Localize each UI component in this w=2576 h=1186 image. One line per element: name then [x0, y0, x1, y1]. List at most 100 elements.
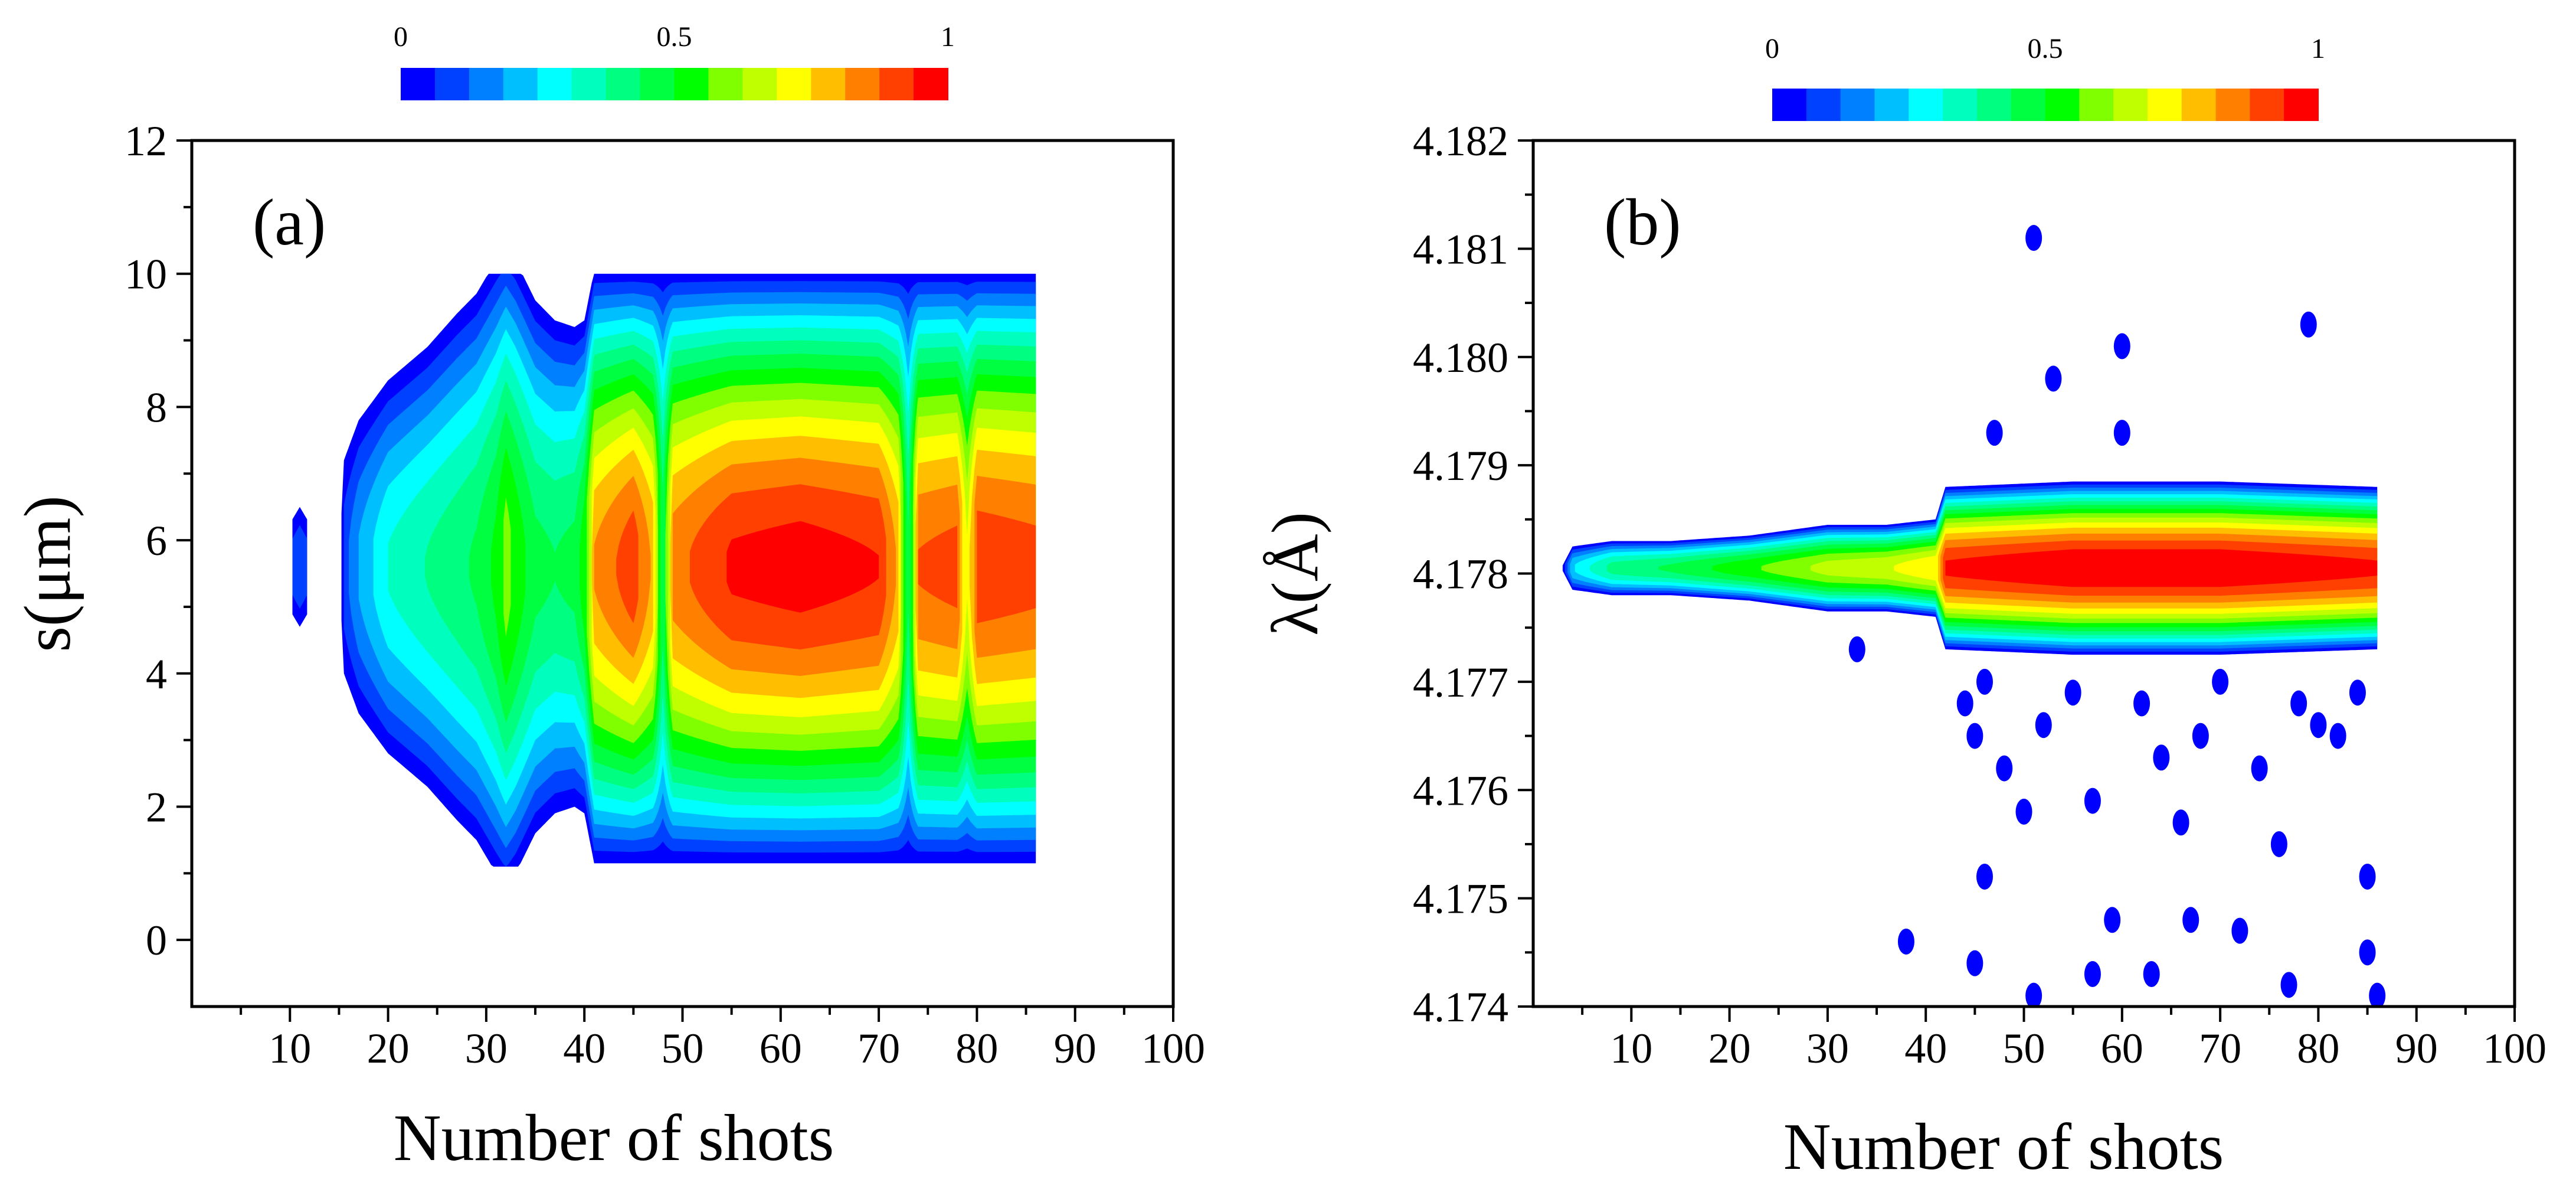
noise-patch	[2143, 960, 2160, 987]
x-tick-label: 40	[563, 1025, 605, 1072]
colorbar-swatch	[2250, 89, 2285, 121]
contour-band	[1945, 549, 2378, 587]
y-tick-labels-b: 4.174 4.175 4.176 4.177 4.178 4.179 4.180 4.181…	[1413, 117, 1508, 1031]
noise-patch	[2300, 311, 2317, 338]
x-tick-label: 20	[1708, 1025, 1751, 1072]
colorbar-label: 0	[1765, 33, 1779, 64]
noise-patch	[2133, 690, 2151, 717]
noise-patch	[2172, 809, 2189, 836]
noise-patch	[2035, 712, 2052, 739]
x-axis-title-b: Number of shots	[1783, 1110, 2224, 1184]
noise-patch	[2025, 225, 2043, 251]
x-tick-label: 30	[1806, 1025, 1849, 1072]
x-tick-label: 100	[2483, 1025, 2546, 1072]
colorbar-b	[1772, 89, 2319, 121]
y-tick-label: 4.179	[1413, 442, 1508, 489]
ticks-b	[1518, 139, 2516, 1022]
y-tick-label: 2	[146, 783, 167, 831]
noise-patch	[1897, 928, 1914, 955]
contour-band	[726, 521, 879, 613]
x-tick-label: 90	[2395, 1025, 2438, 1072]
colorbar-label: 1	[941, 21, 955, 53]
x-tick-label: 70	[857, 1025, 900, 1072]
y-tick-label: 4.175	[1413, 875, 1508, 923]
colorbar-swatch	[2215, 89, 2251, 121]
noise-patch	[2084, 788, 2101, 814]
noise-patch	[1996, 755, 2013, 782]
noise-patch	[2270, 831, 2287, 857]
x-tick-label: 90	[1054, 1025, 1096, 1072]
plot-area-b	[1562, 225, 2386, 1007]
colorbar-swatch	[742, 68, 778, 100]
colorbar-swatch	[914, 68, 948, 100]
y-tick-labels-a: 0 2 4 6 8 10 12	[125, 117, 167, 964]
colorbar-swatch	[2147, 89, 2182, 121]
x-tick-label: 20	[367, 1025, 410, 1072]
y-tick-label: 8	[146, 384, 167, 431]
noise-patch	[2251, 755, 2268, 782]
colorbar-swatch	[777, 68, 812, 100]
colorbar-swatch	[2284, 89, 2319, 121]
noise-patch	[2369, 982, 2386, 1007]
y-tick-label: 4.174	[1413, 984, 1508, 1031]
colorbar-swatch	[2011, 89, 2046, 121]
colorbar-swatch	[1772, 89, 1807, 121]
colorbar-swatch	[1874, 89, 1910, 121]
x-tick-labels-b: 10 20 30 40 50 60 70 80 90 100	[1610, 1025, 2546, 1072]
colorbar-swatch	[434, 68, 470, 100]
x-tick-label: 80	[2297, 1025, 2339, 1072]
colorbar-swatch	[2079, 89, 2115, 121]
y-tick-label: 4.182	[1413, 117, 1508, 165]
ticks-a	[176, 139, 1174, 1022]
noise-patch	[1976, 668, 1993, 695]
colorbar-swatch	[401, 68, 436, 100]
x-tick-label: 50	[2003, 1025, 2045, 1072]
x-tick-label: 60	[2101, 1025, 2143, 1072]
noise-patch	[2359, 863, 2376, 890]
y-tick-label: 12	[125, 117, 167, 165]
colorbar-a-labels: 0 0.5 1	[394, 21, 955, 53]
noise-patch	[2212, 668, 2229, 695]
colorbar-swatch	[674, 68, 709, 100]
colorbar-swatch	[571, 68, 607, 100]
y-tick-label: 4.176	[1413, 767, 1508, 814]
contour-band	[977, 510, 1036, 623]
colorbar-swatch	[1976, 89, 2012, 121]
noise-patch	[2182, 907, 2199, 933]
noise-patch	[2192, 723, 2209, 749]
colorbar-swatch	[1806, 89, 1841, 121]
x-tick-label: 100	[1141, 1025, 1205, 1072]
colorbar-swatch	[1840, 89, 1875, 121]
panel-label-a: (a)	[253, 186, 326, 259]
y-tick-label: 0	[146, 917, 167, 964]
noise-patch	[1956, 690, 1973, 717]
y-tick-label: 4.178	[1413, 551, 1508, 598]
y-tick-label: 6	[146, 517, 167, 564]
noise-patch	[2015, 798, 2032, 825]
y-tick-label: 4.180	[1413, 334, 1508, 381]
colorbar-swatch	[879, 68, 915, 100]
colorbar-label: 0.5	[2028, 33, 2063, 64]
x-tick-label: 60	[760, 1025, 802, 1072]
colorbar-swatch	[2181, 89, 2217, 121]
noise-patch	[2084, 960, 2101, 987]
noise-patch	[2025, 982, 2043, 1007]
contour-band	[616, 510, 639, 623]
colorbar-swatch	[845, 68, 881, 100]
y-axis-title-b: λ(Å)	[1259, 512, 1332, 636]
colorbar-label: 0.5	[657, 21, 692, 53]
colorbar-b-labels: 0 0.5 1	[1765, 33, 2325, 64]
colorbar-swatch	[605, 68, 641, 100]
x-tick-label: 30	[465, 1025, 508, 1072]
y-axis-title-a: s(μm)	[11, 495, 84, 652]
colorbar-label: 1	[2311, 33, 2325, 64]
noise-patch	[2113, 420, 2130, 446]
x-tick-label: 10	[1610, 1025, 1652, 1072]
x-tick-label: 80	[955, 1025, 998, 1072]
noise-patch	[1966, 723, 1983, 749]
x-tick-label: 40	[1904, 1025, 1947, 1072]
noise-patch	[2113, 333, 2130, 360]
colorbar-swatch	[1943, 89, 1978, 121]
